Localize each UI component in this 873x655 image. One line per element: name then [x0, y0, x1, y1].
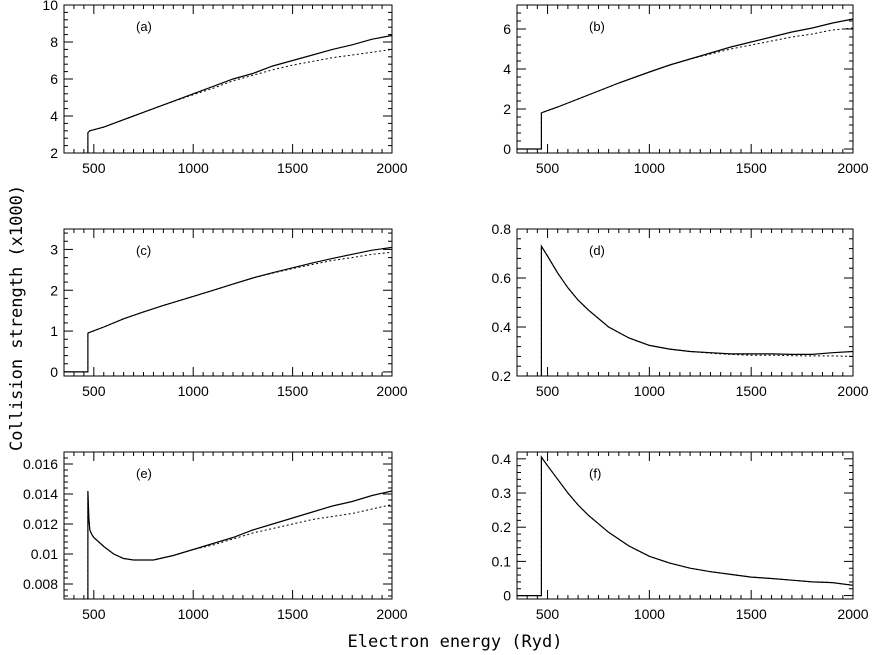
x-tick-label: 2000 — [837, 383, 868, 399]
y-tick-label: 0.014 — [23, 486, 58, 502]
panel-4: 500 1000 1500 2000 0.2 0.4 0.6 0.8 (d) — [492, 221, 869, 399]
x-tick-label: 500 — [82, 606, 106, 622]
y-tick-label: 0.1 — [492, 553, 512, 569]
panel-6: 500 1000 1500 2000 0 0.1 0.2 0.3 0.4 (f) — [492, 451, 869, 622]
panel-label: (f) — [589, 466, 601, 481]
series-line-dotted — [517, 27, 854, 150]
x-tick-label: 2000 — [376, 606, 407, 622]
series-line-solid — [64, 246, 393, 373]
x-tick-label: 2000 — [376, 383, 407, 399]
y-tick-label: 0.6 — [492, 270, 512, 286]
series-line-solid — [517, 455, 854, 597]
y-tick-label: 0 — [50, 364, 58, 380]
x-tick-label: 1000 — [634, 606, 665, 622]
y-tick-label: 0.8 — [492, 221, 512, 237]
plot-frame — [516, 451, 854, 600]
series-line-solid — [87, 490, 393, 599]
panel-2: 500 1000 1500 2000 0 2 4 6 (b) — [503, 4, 869, 176]
x-axis-title: Electron energy (Ryd) — [348, 632, 563, 652]
panel-label: (a) — [136, 19, 152, 34]
y-tick-label: 4 — [503, 61, 511, 77]
panel-5: 500 1000 1500 2000 0.008 0.01 0.012 0.014 0.016 (… — [23, 451, 408, 622]
y-tick-label: 0.3 — [492, 485, 512, 501]
x-tick-label: 1500 — [736, 383, 767, 399]
x-tick-label: 500 — [536, 383, 560, 399]
y-tick-label: 8 — [50, 34, 58, 50]
x-tick-label: 1000 — [178, 606, 209, 622]
series-line-dotted — [517, 455, 854, 597]
plot-frame — [63, 228, 393, 377]
y-tick-label: 0.01 — [31, 546, 58, 562]
x-tick-label: 1500 — [277, 606, 308, 622]
x-tick-label: 1000 — [634, 160, 665, 176]
y-tick-label: 6 — [50, 71, 58, 87]
plot-frame — [63, 4, 393, 154]
x-tick-label: 500 — [82, 383, 106, 399]
series-line-dotted — [87, 48, 393, 153]
x-tick-label: 2000 — [376, 160, 407, 176]
y-tick-label: 2 — [503, 101, 511, 117]
x-tick-label: 1000 — [178, 383, 209, 399]
y-tick-label: 3 — [50, 241, 58, 257]
x-tick-label: 1000 — [178, 160, 209, 176]
x-tick-label: 1500 — [277, 160, 308, 176]
x-tick-label: 1500 — [736, 160, 767, 176]
panel-3: 500 1000 1500 2000 0 1 2 3 (c) — [50, 228, 408, 399]
series-line-solid — [87, 34, 393, 153]
series-line-dotted — [64, 251, 393, 373]
y-tick-label: 0.4 — [492, 319, 512, 335]
x-tick-label: 2000 — [837, 160, 868, 176]
plot-frame — [63, 451, 393, 600]
x-tick-label: 500 — [82, 160, 106, 176]
y-tick-label: 2 — [50, 145, 58, 161]
x-tick-label: 1500 — [277, 383, 308, 399]
y-tick-label: 0.016 — [23, 456, 58, 472]
panel-label: (b) — [589, 19, 605, 34]
y-tick-label: 0 — [503, 141, 511, 157]
y-tick-label: 0 — [503, 588, 511, 604]
y-tick-label: 0.4 — [492, 451, 512, 467]
y-tick-label: 10 — [42, 0, 58, 13]
y-tick-label: 1 — [50, 323, 58, 339]
y-tick-label: 0.012 — [23, 516, 58, 532]
series-line-solid — [540, 244, 854, 376]
plot-frame — [516, 228, 854, 377]
y-tick-label: 0.008 — [23, 576, 58, 592]
y-tick-label: 6 — [503, 21, 511, 37]
panel-label: (d) — [589, 243, 605, 258]
y-tick-label: 0.2 — [492, 368, 512, 384]
x-tick-label: 2000 — [837, 606, 868, 622]
panel-1: 500 1000 1500 2000 2 4 6 8 10 (a) — [42, 0, 407, 176]
y-tick-label: 4 — [50, 108, 58, 124]
y-axis-title: Collision strength (x1000) — [7, 185, 27, 451]
x-tick-label: 500 — [536, 606, 560, 622]
y-tick-label: 2 — [50, 282, 58, 298]
y-tick-label: 0.2 — [492, 519, 512, 535]
plot-frame — [516, 4, 854, 154]
x-tick-label: 500 — [536, 160, 560, 176]
panel-label: (e) — [136, 466, 152, 481]
panel-label: (c) — [136, 243, 151, 258]
series-line-dotted — [87, 490, 393, 599]
x-tick-label: 1500 — [736, 606, 767, 622]
x-tick-label: 1000 — [634, 383, 665, 399]
series-line-dotted — [540, 244, 854, 376]
series-line-solid — [517, 18, 854, 150]
